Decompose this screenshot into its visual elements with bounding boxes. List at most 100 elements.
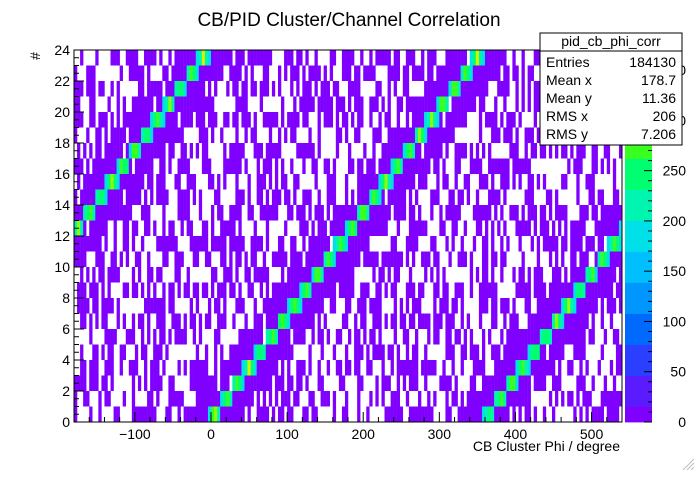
heatmap-cell (344, 282, 349, 298)
heatmap-cell (229, 65, 233, 81)
heatmap-cell (195, 344, 200, 360)
stats-box[interactable]: pid_cb_phi_corr Entries 184130 Mean x 17… (539, 32, 683, 146)
heatmap-cell (296, 174, 300, 190)
heatmap-cell (402, 143, 407, 159)
heatmap-cell (320, 205, 324, 221)
heatmap-cell (204, 391, 209, 407)
heatmap-cell (314, 158, 318, 174)
heatmap-cell (98, 143, 102, 159)
heatmap-cell (247, 282, 251, 298)
heatmap-cell (460, 360, 464, 376)
heatmap-cell (433, 158, 437, 174)
heatmap-cell (92, 189, 96, 205)
heatmap-cell (485, 298, 489, 314)
heatmap-cell (369, 174, 373, 190)
heatmap-cell (472, 158, 477, 174)
heatmap-cell (573, 236, 577, 252)
heatmap-cell (427, 360, 431, 376)
heatmap-cell (344, 236, 349, 252)
heatmap-cell (564, 282, 568, 298)
heatmap-cell (253, 251, 257, 267)
heatmap-cell (393, 81, 397, 97)
heatmap-cell (256, 391, 260, 407)
heatmap-cell (503, 298, 507, 314)
heatmap-cell (475, 50, 480, 66)
heatmap-cell (290, 81, 294, 97)
heatmap-cell (186, 282, 190, 298)
heatmap-cell (80, 112, 84, 128)
heatmap-cell (536, 282, 541, 298)
resize-grip-icon[interactable] (682, 458, 695, 471)
heatmap-cell (281, 375, 285, 391)
heatmap-cell (460, 81, 464, 97)
heatmap-cell (162, 65, 166, 81)
heatmap-cell (603, 329, 608, 345)
heatmap-cell (214, 112, 218, 128)
heatmap-cell (485, 112, 489, 128)
heatmap-cell (551, 406, 556, 422)
heatmap-cell (478, 220, 483, 236)
heatmap-cell (390, 236, 394, 252)
heatmap-cell (110, 205, 114, 221)
heatmap-cell (335, 112, 340, 128)
heatmap-cell (411, 313, 416, 329)
heatmap-cell (104, 158, 108, 174)
heatmap-cell (506, 81, 510, 97)
heatmap-cell (235, 96, 239, 112)
heatmap-cell (421, 406, 425, 422)
heatmap-cell (494, 375, 498, 391)
heatmap-cell (524, 406, 528, 422)
heatmap-cell (494, 112, 498, 128)
heatmap-cell (329, 267, 334, 283)
heatmap-cell (137, 96, 142, 112)
heatmap-cell (104, 174, 108, 190)
heatmap-cell (393, 391, 397, 407)
heatmap-cell (567, 282, 571, 298)
heatmap-cell (162, 112, 166, 128)
heatmap-cell (256, 375, 260, 391)
heatmap-cell (509, 143, 513, 159)
heatmap-cell (147, 329, 151, 345)
heatmap-cell (110, 50, 114, 66)
heatmap-cell (308, 360, 312, 376)
heatmap-cell (533, 375, 537, 391)
heatmap-cell (95, 282, 99, 298)
heatmap-cell (238, 65, 242, 81)
heatmap-cell (89, 174, 93, 190)
heatmap-cell (472, 205, 477, 221)
heatmap-cell (475, 205, 480, 221)
heatmap-cell (89, 205, 93, 221)
heatmap-cell (186, 112, 190, 128)
heatmap-cell (308, 189, 312, 205)
heatmap-cell (107, 174, 111, 190)
heatmap-cell (433, 96, 437, 112)
heatmap-cell (134, 158, 139, 174)
heatmap-cell (421, 127, 425, 143)
heatmap-cell (128, 360, 133, 376)
heatmap-cell (478, 81, 483, 97)
heatmap-cell (198, 406, 203, 422)
heatmap-cell (308, 96, 312, 112)
heatmap-cell (357, 251, 361, 267)
heatmap-cell (180, 143, 184, 159)
heatmap-cell (405, 143, 410, 159)
heatmap-cell (542, 282, 547, 298)
heatmap-cell (390, 65, 394, 81)
stats-label-rms-x: RMS x (546, 108, 588, 124)
heatmap-cell (591, 282, 595, 298)
heatmap-cell (408, 267, 413, 283)
heatmap-cell (302, 220, 306, 236)
heatmap-cell (387, 143, 391, 159)
heatmap-cell (128, 112, 133, 128)
heatmap-cell (277, 313, 282, 329)
heatmap-cell (183, 143, 187, 159)
heatmap-cell (454, 391, 458, 407)
heatmap-cell (317, 127, 321, 143)
heatmap-cell (558, 267, 562, 283)
heatmap-cell (80, 251, 84, 267)
heatmap-cell (311, 220, 315, 236)
heatmap-cell (274, 329, 279, 345)
heatmap-cell (469, 251, 474, 267)
heatmap-cell (86, 189, 90, 205)
heatmap-cell (156, 112, 160, 128)
